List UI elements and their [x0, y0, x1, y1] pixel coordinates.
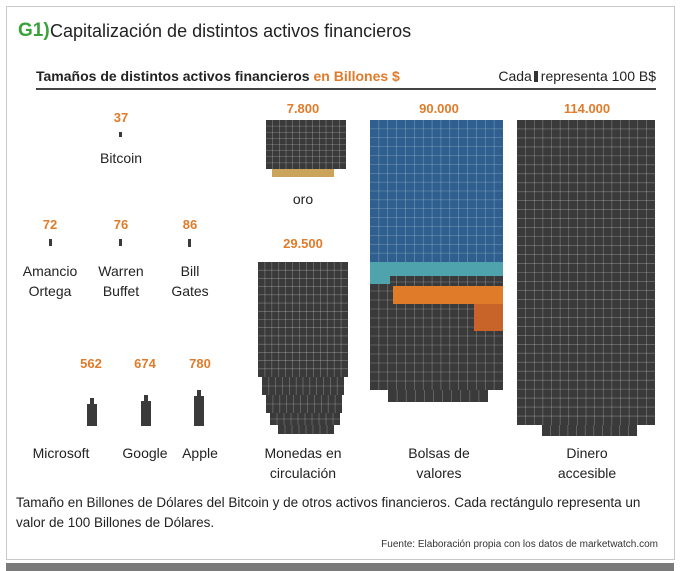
- unit-block-monedas-gridlines: [258, 262, 348, 377]
- unit-block-bolsas-blue-gridlines: [370, 120, 503, 262]
- unit-block-bitcoin: [119, 132, 122, 137]
- header-rule: [36, 88, 656, 90]
- unit-block-monedas-step1: [262, 377, 344, 395]
- value-label-dinero: 114.000: [563, 101, 611, 116]
- value-label-warren-buffet: 76: [113, 217, 129, 232]
- category-label-apple: Apple: [182, 445, 218, 461]
- category-label-dinero: Dinero accesible: [557, 445, 617, 481]
- category-label-warren-buffet: Warren Buffet: [98, 263, 144, 299]
- bottom-bar: [6, 563, 674, 571]
- figure-source: Fuente: Elaboración propia con los datos…: [381, 539, 658, 550]
- legend-prefix: Cada: [498, 68, 532, 84]
- unit-block-monedas-step2: [266, 395, 342, 413]
- unit-block-bolsas-teal: [370, 262, 503, 276]
- category-label-oro: oro: [292, 191, 314, 207]
- unit-block-bolsas-teal-step: [370, 276, 390, 284]
- unit-block-bolsas-foot-gridlines: [396, 390, 480, 402]
- figure-title: Capitalización de distintos activos fina…: [50, 21, 412, 41]
- value-label-bitcoin: 37: [113, 110, 129, 125]
- value-label-bill-gates: 86: [182, 217, 198, 232]
- category-label-amancio-ortega: Amancio Ortega: [22, 263, 78, 299]
- unit-block-warren-buffet: [119, 239, 122, 246]
- unit-block-bolsas-blue: [370, 120, 503, 262]
- subtitle-main: Tamaños de distintos activos financieros: [36, 68, 310, 84]
- unit-block-apple: [194, 396, 204, 426]
- category-label-google: Google: [122, 445, 168, 461]
- category-label-bolsas: Bolsas de valores: [408, 445, 470, 481]
- chart-subtitle: Tamaños de distintos activos financieros…: [36, 68, 400, 84]
- figure-caption: Tamaño en Billones de Dólares del Bitcoi…: [16, 495, 641, 530]
- unit-block-bolsas-orange: [393, 286, 503, 304]
- unit-block-monedas: [258, 262, 348, 377]
- category-label-monedas: Monedas en circulación: [264, 445, 342, 481]
- unit-block-google: [141, 401, 151, 426]
- unit-block-bill-gates: [188, 239, 191, 247]
- unit-block-monedas-step3-gridlines: [270, 413, 340, 425]
- unit-block-monedas-step4-gridlines: [284, 425, 328, 434]
- unit-legend: Cada representa 100 B$: [498, 68, 656, 84]
- unit-block-oro: [266, 120, 346, 169]
- unit-block-oro-accent: [272, 169, 334, 177]
- unit-block-amancio-ortega: [49, 239, 52, 246]
- unit-block-dinero-foot-gridlines: [550, 425, 629, 436]
- legend-suffix: representa 100 B$: [540, 68, 656, 84]
- value-label-google: 674: [134, 356, 156, 371]
- unit-block-dinero: [517, 120, 655, 425]
- category-label-microsoft: Microsoft: [32, 445, 90, 461]
- unit-mark-icon: [533, 71, 538, 82]
- unit-block-oro-gridlines: [266, 120, 346, 169]
- category-label-bill-gates: Bill Gates: [171, 263, 209, 299]
- value-label-monedas: 29.500: [283, 236, 323, 251]
- unit-block-dinero-foot: [542, 425, 637, 436]
- unit-block-monedas-step2-gridlines: [266, 395, 342, 413]
- unit-block-dinero-gridlines: [517, 120, 655, 425]
- value-label-amancio-ortega: 72: [42, 217, 58, 232]
- unit-block-bolsas-foot: [388, 390, 488, 402]
- unit-block-google-top: [144, 395, 148, 401]
- unit-block-microsoft-top: [90, 398, 94, 404]
- subtitle-accent: en Billones $: [313, 68, 400, 84]
- unit-block-monedas-step1-gridlines: [262, 377, 344, 395]
- category-label-bitcoin: Bitcoin: [99, 150, 143, 166]
- figure-badge: G1): [18, 20, 50, 41]
- unit-block-microsoft: [87, 404, 97, 426]
- unit-block-bolsas-rust: [474, 304, 503, 331]
- value-label-oro: 7.800: [286, 101, 320, 116]
- unit-block-monedas-step4: [278, 425, 334, 434]
- unit-block-monedas-step3: [270, 413, 340, 425]
- value-label-apple: 780: [189, 356, 211, 371]
- figure-frame: [6, 6, 675, 560]
- unit-block-apple-top: [197, 390, 201, 396]
- value-label-bolsas: 90.000: [419, 101, 459, 116]
- value-label-microsoft: 562: [80, 356, 102, 371]
